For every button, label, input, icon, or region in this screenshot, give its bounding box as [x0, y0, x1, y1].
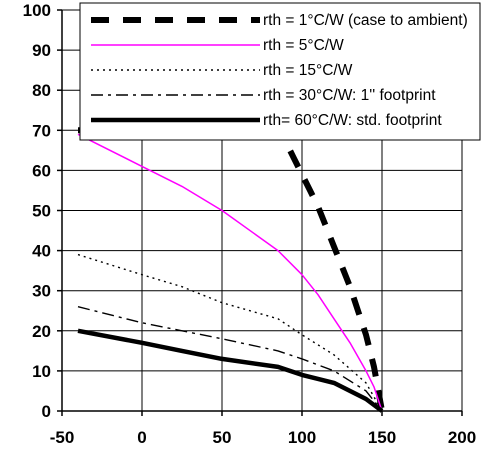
- y-tick-label: 30: [32, 282, 51, 301]
- x-tick-label: 150: [368, 428, 396, 447]
- y-tick-label: 80: [32, 81, 51, 100]
- legend-label-5: rth= 60°C/W: std. footprint: [263, 112, 442, 129]
- legend-label-3: rth = 15°C/W: [263, 62, 353, 79]
- y-tick-label: 40: [32, 242, 51, 261]
- legend-box: [79, 2, 481, 141]
- y-tick-label: 10: [32, 362, 51, 381]
- legend-label-2: rth = 5°C/W: [263, 37, 344, 54]
- series-line-2: [77, 133, 383, 412]
- y-tick-label: 70: [32, 121, 51, 140]
- series-line-5: [77, 328, 384, 413]
- series-line-4: [77, 306, 383, 412]
- y-tick-label: 0: [42, 402, 51, 421]
- legend: rth = 1°C/W (case to ambient) rth = 5°C/W…: [79, 2, 481, 141]
- x-tick-label: 0: [137, 428, 146, 447]
- x-tick-labels: -50 0 50 100 150 200: [50, 428, 476, 447]
- y-tick-label: 100: [23, 1, 51, 20]
- series-group: [77, 127, 385, 413]
- x-tick-label: -50: [50, 428, 75, 447]
- y-tick-labels: 0 10 20 30 40 50 60 70 80 90 100: [23, 1, 51, 421]
- x-tick-label: 50: [213, 428, 232, 447]
- y-tick-label: 90: [32, 41, 51, 60]
- y-tick-label: 60: [32, 161, 51, 180]
- x-tick-label: 100: [288, 428, 316, 447]
- y-tick-label: 50: [32, 202, 51, 221]
- axes: [57, 9, 463, 416]
- legend-label-1: rth = 1°C/W (case to ambient): [263, 12, 468, 29]
- y-tick-label: 20: [32, 322, 51, 341]
- legend-label-4: rth = 30°C/W: 1'' footprint: [263, 87, 436, 104]
- series-line-3: [77, 253, 383, 412]
- x-tick-label: 200: [448, 428, 476, 447]
